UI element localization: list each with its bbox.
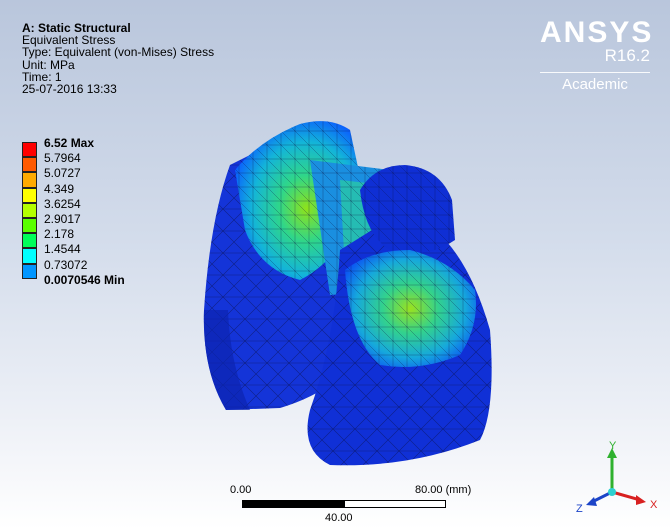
z-axis-label: Z bbox=[576, 503, 583, 515]
legend-value-label: 1.4544 bbox=[44, 242, 81, 257]
logo-edition: Academic bbox=[562, 76, 628, 93]
legend-color-swatch bbox=[22, 157, 37, 173]
x-axis-label: X bbox=[650, 499, 658, 511]
legend-max-label: 6.52 Max bbox=[44, 136, 95, 150]
legend-color-swatch bbox=[22, 172, 37, 188]
legend-value-label: 0.73072 bbox=[44, 257, 88, 272]
scale-bar-white bbox=[344, 500, 446, 508]
legend-value-label: 2.178 bbox=[44, 227, 75, 242]
logo-divider bbox=[540, 72, 650, 73]
result-unit: Unit: MPa bbox=[22, 57, 75, 72]
legend-color-swatch bbox=[22, 217, 37, 234]
scale-bar-black bbox=[242, 500, 344, 508]
legend-value-label: 2.9017 bbox=[44, 211, 81, 226]
axis-triad[interactable]: Y X Z bbox=[572, 440, 662, 520]
result-name: Equivalent Stress bbox=[22, 33, 116, 48]
scale-start-label: 0.00 bbox=[230, 484, 252, 496]
legend-color-swatch bbox=[22, 248, 37, 264]
legend-value-label: 5.0727 bbox=[44, 166, 81, 181]
result-time: Time: 1 bbox=[22, 69, 62, 84]
z-axis-arrowhead bbox=[586, 497, 597, 506]
legend-value-label: 3.6254 bbox=[44, 196, 81, 211]
legend-color-swatch bbox=[22, 263, 37, 279]
analysis-title: A: Static Structural bbox=[22, 21, 131, 35]
logo-version: R16.2 bbox=[604, 46, 650, 65]
legend-color-swatch bbox=[22, 233, 37, 249]
legend-color-swatch bbox=[22, 187, 37, 203]
result-type: Type: Equivalent (von-Mises) Stress bbox=[22, 45, 215, 60]
legend-value-label: 5.7964 bbox=[44, 151, 81, 166]
logo-brand: ANSYS bbox=[540, 16, 654, 49]
legend-value-label: 4.349 bbox=[44, 181, 75, 196]
y-axis-arrowhead bbox=[607, 448, 617, 458]
legend-min-label: 0.0070546 Min bbox=[44, 272, 125, 287]
stress-contour-model[interactable] bbox=[190, 110, 500, 470]
result-info-panel: A: Static Structural Equivalent Stress T… bbox=[22, 22, 214, 95]
triad-origin bbox=[608, 488, 616, 496]
legend-color-swatch bbox=[22, 202, 37, 218]
scale-mid-label: 40.00 bbox=[325, 512, 353, 524]
ansys-logo: ANSYS R16.2 Academic bbox=[540, 16, 654, 94]
result-datetime: 25-07-2016 13:33 bbox=[22, 82, 117, 97]
scale-end-label: 80.00 (mm) bbox=[415, 484, 472, 496]
x-axis-arrow bbox=[611, 490, 641, 502]
y-axis-label: Y bbox=[609, 440, 617, 452]
legend-color-swatch bbox=[22, 142, 37, 158]
x-axis-arrowhead bbox=[636, 495, 646, 505]
